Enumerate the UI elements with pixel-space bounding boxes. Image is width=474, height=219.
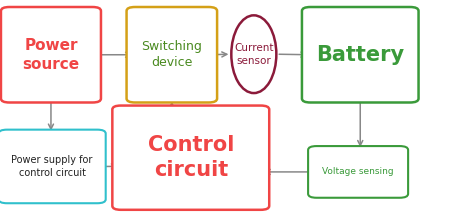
Text: Power
source: Power source bbox=[22, 38, 80, 72]
Text: Power supply for
control circuit: Power supply for control circuit bbox=[11, 155, 93, 178]
Text: Switching
device: Switching device bbox=[141, 40, 202, 69]
Text: Control
circuit: Control circuit bbox=[147, 135, 234, 180]
FancyBboxPatch shape bbox=[1, 7, 101, 102]
Text: Current
sensor: Current sensor bbox=[234, 43, 273, 66]
FancyBboxPatch shape bbox=[308, 146, 408, 198]
FancyBboxPatch shape bbox=[127, 7, 217, 102]
FancyBboxPatch shape bbox=[302, 7, 419, 102]
Ellipse shape bbox=[231, 15, 276, 93]
Text: Voltage sensing: Voltage sensing bbox=[322, 167, 394, 177]
FancyBboxPatch shape bbox=[0, 130, 106, 203]
Text: Battery: Battery bbox=[316, 45, 404, 65]
FancyBboxPatch shape bbox=[112, 106, 269, 210]
